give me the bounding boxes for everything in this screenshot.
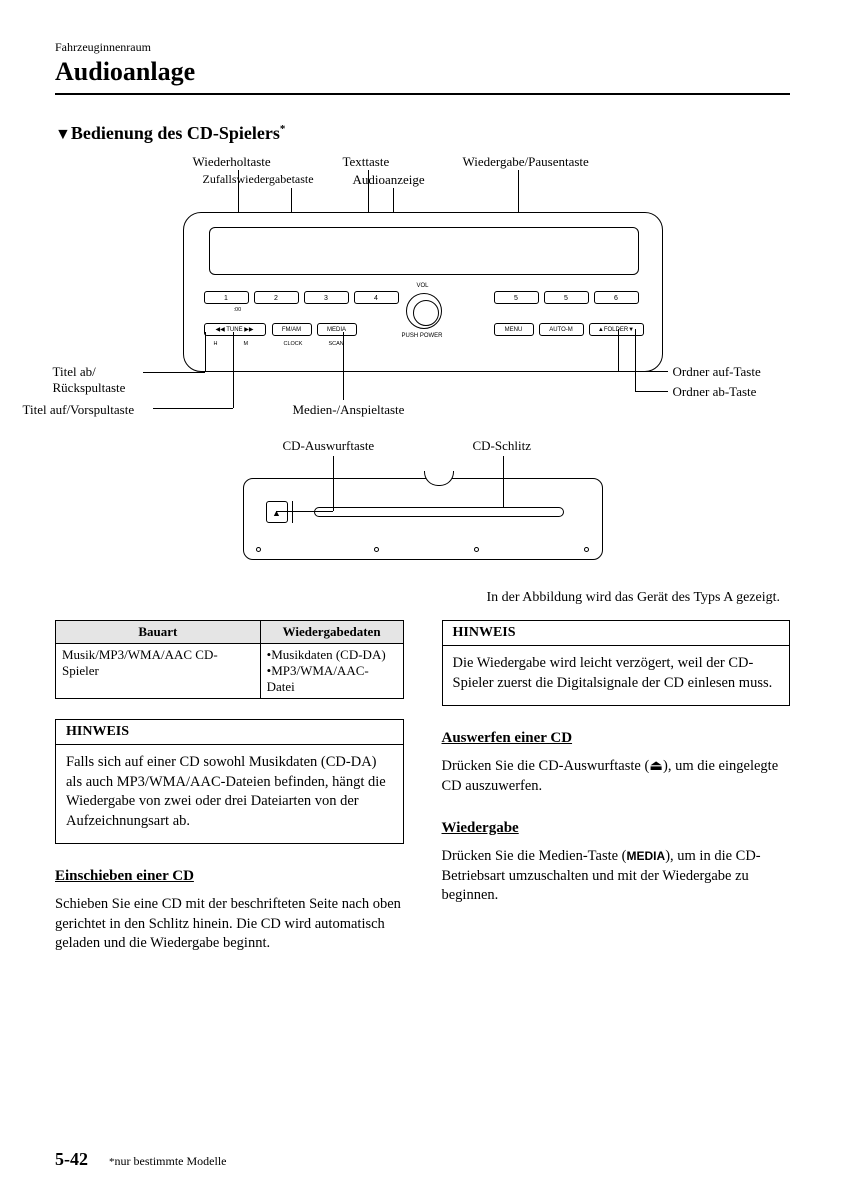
preset-5: 5 <box>494 291 539 304</box>
leader-line <box>635 391 668 392</box>
preset-4: 4 <box>354 291 399 304</box>
label-titel-auf: Titel auf/Vorspultaste <box>23 402 135 418</box>
th-bauart: Bauart <box>56 621 261 644</box>
leader-line <box>635 329 636 391</box>
content-columns: Bauart Wiedergabedaten Musik/MP3/WMA/AAC… <box>55 620 790 954</box>
m-label: M <box>244 341 249 347</box>
clock-label: CLOCK <box>284 341 303 347</box>
page-footer: 5-42 *nur bestimmte Modelle <box>55 1149 226 1170</box>
radio-body: 1 2 3 4 5 5 6 :00 ◀◀ TUNE ▶▶ FM/AM MEDIA… <box>183 212 663 372</box>
text-auswerfen: Drücken Sie die CD-Auswurftaste (⏏), um … <box>442 757 791 796</box>
triangle-marker: ▼ <box>55 126 71 143</box>
volume-knob <box>406 293 442 329</box>
cd-body: ▲ <box>243 478 603 560</box>
right-column: HINWEIS Die Wiedergabe wird leicht verzö… <box>442 620 791 954</box>
media-button: MEDIA <box>317 323 357 336</box>
preset-1: 1 <box>204 291 249 304</box>
cd-notch <box>424 471 454 486</box>
page-header: Fahrzeuginnenraum Audioanlage <box>55 40 790 95</box>
td-bauart: Musik/MP3/WMA/AAC CD-Spieler <box>56 644 261 699</box>
label-titel-ab: Titel ab/ Rückspultaste <box>53 364 126 396</box>
cd-slot <box>314 507 564 517</box>
leader-line <box>618 329 619 371</box>
breadcrumb: Fahrzeuginnenraum <box>55 40 790 55</box>
screw-hole <box>474 547 479 552</box>
screw-hole <box>256 547 261 552</box>
divider-line <box>292 501 293 523</box>
heading-auswerfen: Auswerfen einer CD <box>442 730 791 747</box>
hinweis-text: Falls sich auf einer CD sowohl Musikdate… <box>56 745 403 843</box>
menu-button: MENU <box>494 323 534 336</box>
hinweis-box-left: HINWEIS Falls sich auf einer CD sowohl M… <box>55 719 404 844</box>
label-texttaste: Texttaste <box>343 154 390 170</box>
label-ordner-auf: Ordner auf-Taste <box>673 364 761 380</box>
heading-wiedergabe: Wiedergabe <box>442 820 791 837</box>
label-wiederholtaste: Wiederholtaste <box>193 154 271 170</box>
leader-line <box>143 372 205 373</box>
hinweis-title: HINWEIS <box>56 720 403 745</box>
label-cd-auswurf: CD-Auswurftaste <box>283 438 375 454</box>
clock-display: :00 <box>234 307 242 313</box>
footnote-text: nur bestimmte Modelle <box>115 1154 227 1168</box>
scan-label: SCAN <box>329 341 344 347</box>
label-zufall: Zufallswiedergabetaste <box>203 172 314 187</box>
hinweis-text: Die Wiedergabe wird leicht verzögert, we… <box>443 646 790 705</box>
label-medien: Medien-/Anspieltaste <box>293 402 405 418</box>
push-power-label: PUSH POWER <box>402 333 443 339</box>
cd-diagram: CD-Auswurftaste CD-Schlitz ▲ <box>193 438 653 588</box>
th-wiedergabe: Wiedergabedaten <box>260 621 403 644</box>
bauart-table: Bauart Wiedergabedaten Musik/MP3/WMA/AAC… <box>55 620 404 699</box>
radio-diagram: Wiederholtaste Texttaste Wiedergabe/Paus… <box>63 154 783 434</box>
label-audioanzeige: Audioanzeige <box>353 172 425 188</box>
hinweis-title: HINWEIS <box>443 621 790 646</box>
screw-hole <box>584 547 589 552</box>
leader-line <box>618 371 668 372</box>
leader-line <box>233 332 234 408</box>
text-einschieben: Schieben Sie eine CD mit der beschriftet… <box>55 895 404 954</box>
label-wiedergabe-pause: Wiedergabe/Pausentaste <box>463 154 589 170</box>
leader-line <box>343 332 344 400</box>
label-ordner-ab: Ordner ab-Taste <box>673 384 757 400</box>
divider <box>55 93 790 95</box>
footnote-star: * <box>280 123 286 135</box>
preset-6: 6 <box>594 291 639 304</box>
page-number: 5-42 <box>55 1149 88 1169</box>
td-wiedergabe: •Musikdaten (CD-DA) •MP3/WMA/AAC-Datei <box>260 644 403 699</box>
media-label-inline: MEDIA <box>627 849 666 863</box>
page-title: Audioanlage <box>55 57 790 87</box>
left-column: Bauart Wiedergabedaten Musik/MP3/WMA/AAC… <box>55 620 404 954</box>
preset-3: 3 <box>304 291 349 304</box>
leader-line <box>205 332 206 372</box>
vol-label: VOL <box>417 283 429 289</box>
heading-einschieben: Einschieben einer CD <box>55 868 404 885</box>
screw-hole <box>374 547 379 552</box>
diagram-caption: In der Abbildung wird das Gerät des Typs… <box>55 590 790 606</box>
preset-5b: 5 <box>544 291 589 304</box>
eject-icon: ⏏ <box>649 758 663 774</box>
section-title-text: Bedienung des CD-Spielers <box>71 123 280 143</box>
label-cd-schlitz: CD-Schlitz <box>473 438 532 454</box>
fmam-button: FM/AM <box>272 323 312 336</box>
autom-button: AUTO-M <box>539 323 584 336</box>
text-wiedergabe: Drücken Sie die Medien-Taste (MEDIA), um… <box>442 847 791 906</box>
leader-line <box>153 408 233 409</box>
preset-2: 2 <box>254 291 299 304</box>
eject-button: ▲ <box>266 501 288 523</box>
tune-button: ◀◀ TUNE ▶▶ <box>204 323 266 336</box>
h-label: H <box>214 341 218 347</box>
hinweis-box-right: HINWEIS Die Wiedergabe wird leicht verzö… <box>442 620 791 706</box>
section-title: ▼Bedienung des CD-Spielers* <box>55 123 790 144</box>
display-window <box>209 227 639 275</box>
